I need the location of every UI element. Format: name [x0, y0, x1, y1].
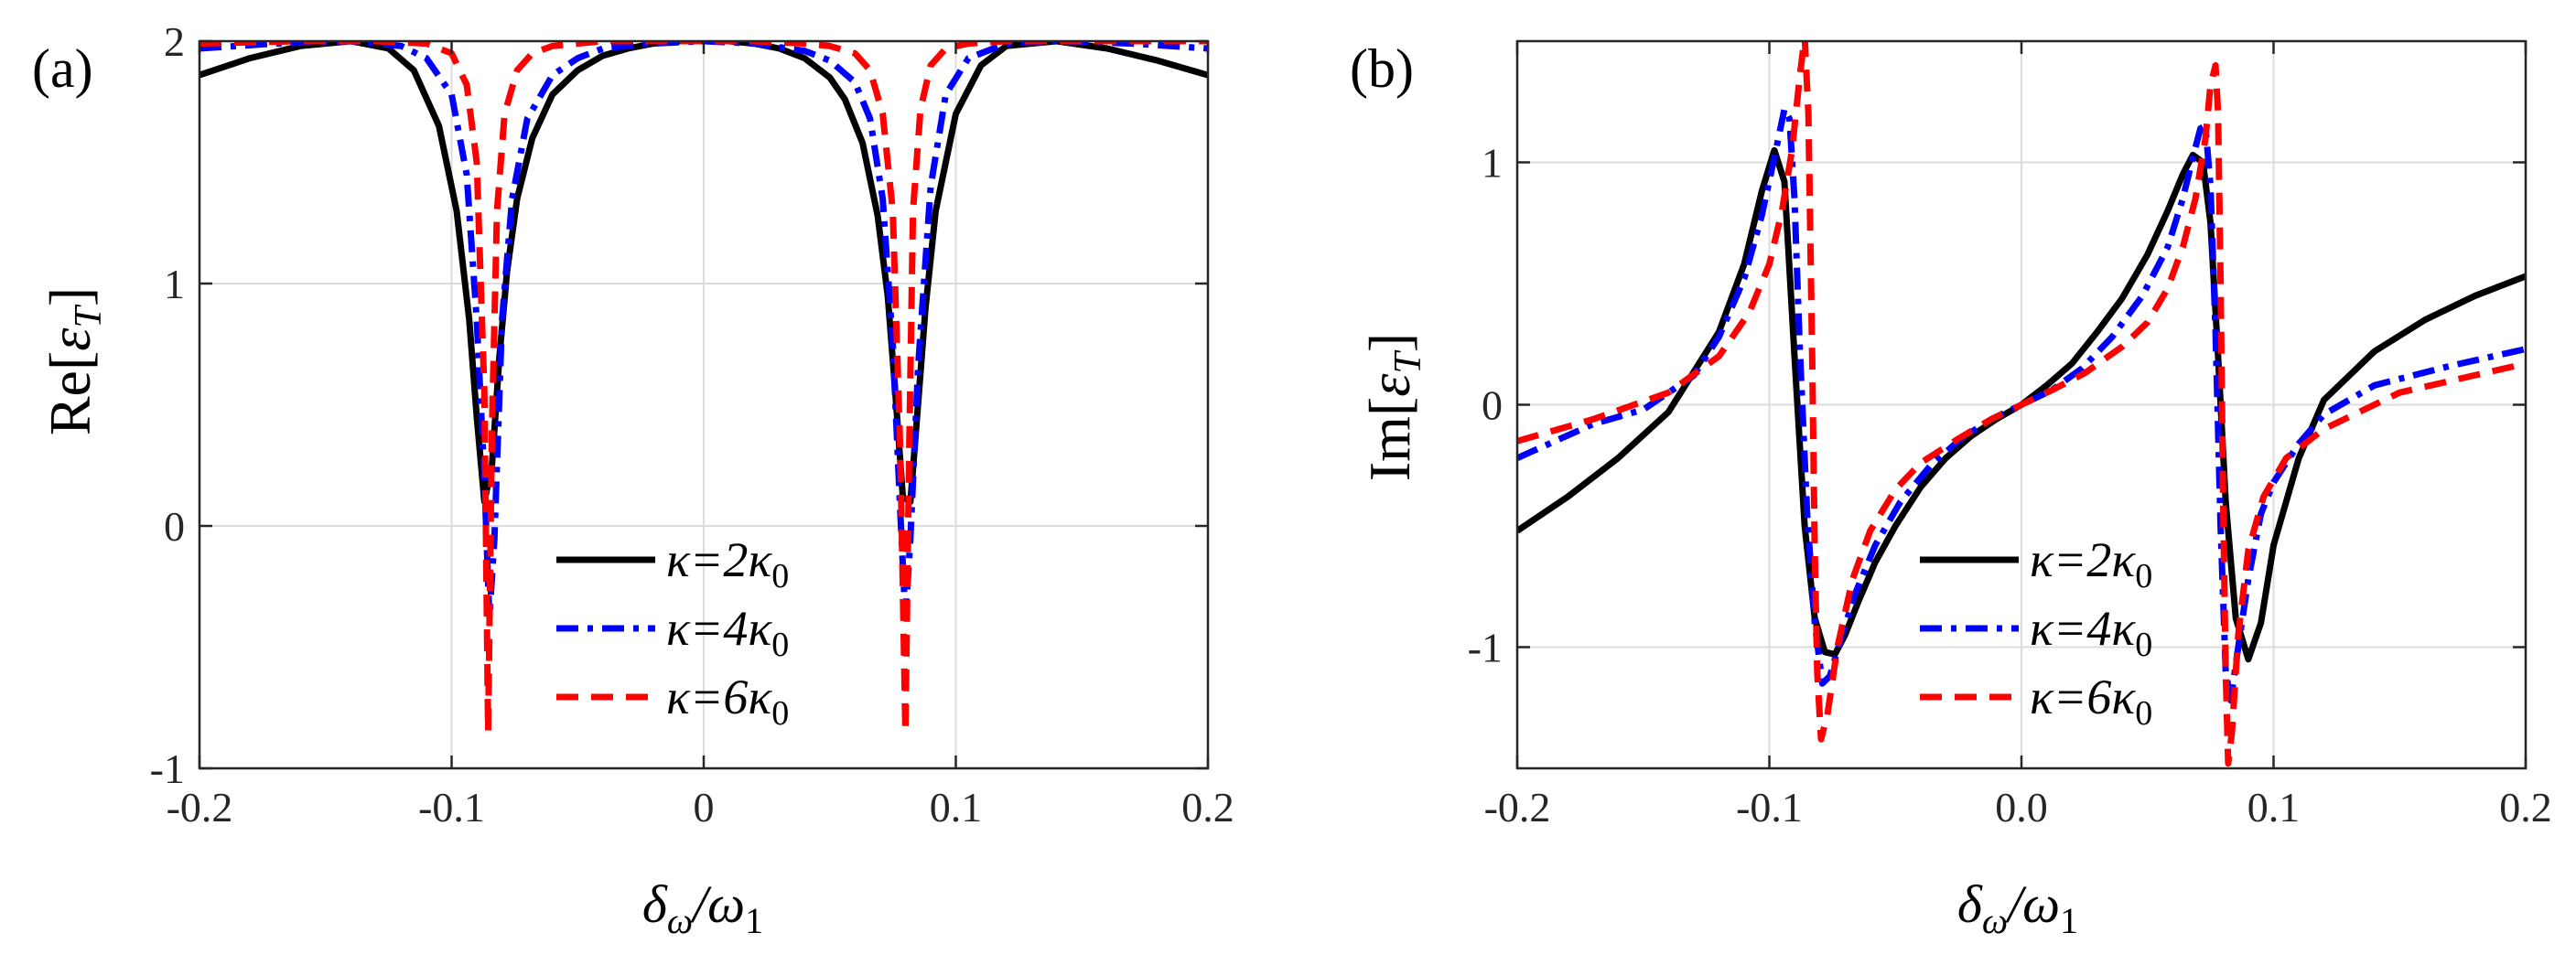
series-line-3 — [1517, 41, 2526, 767]
legend-label-3: κ=6κ0 — [2030, 670, 2152, 733]
y-tick-label: 0 — [164, 503, 185, 550]
x-tick-label: -0.2 — [167, 784, 233, 831]
x-label-slash-b: /ω — [2005, 874, 2060, 934]
series-line-3 — [199, 41, 1208, 735]
panel-label-b: (b) — [1350, 38, 1414, 99]
x-label-sub-den-a: 1 — [745, 900, 763, 941]
y-label-close-a: ] — [38, 287, 102, 306]
x-label-sub-num-b: ω — [1982, 900, 2008, 941]
panel-b: (b) Im[εT] δω/ω1 -0.2 -0.1 0.0 0.1 0.2-101κ=… — [1350, 38, 2552, 941]
y-label-symbol-a: ε — [38, 327, 102, 351]
x-tick-label: 0 — [694, 784, 715, 831]
x-tick-label: -0.1 — [1736, 784, 1803, 831]
legend-label-2: κ=4κ0 — [666, 601, 789, 664]
y-tick-label: 1 — [164, 261, 185, 307]
y-tick-label: 1 — [1482, 140, 1503, 187]
x-axis-label-b: δω/ω1 — [1957, 874, 2078, 941]
y-axis-label-b: Im[εT] — [1357, 333, 1429, 481]
y-label-close-b: ] — [1357, 333, 1422, 352]
panel-label-a: (a) — [32, 38, 93, 99]
y-tick-label: -1 — [150, 745, 185, 792]
panel-a: (a) Re[εT] δω/ω1 -0.2 -0.1 0 0.1 0.2-1012κ=2… — [32, 18, 1234, 941]
y-tick-label: -1 — [1468, 625, 1503, 671]
legend-label-1: κ=2κ0 — [666, 532, 789, 595]
y-label-main-b: Im[ — [1357, 397, 1422, 481]
y-tick-label: 0 — [1482, 382, 1503, 429]
x-tick-label: 0.0 — [1995, 784, 2048, 831]
x-tick-label: 0.1 — [2247, 784, 2301, 831]
series-line-1 — [199, 41, 1208, 505]
series-line-2 — [1517, 105, 2526, 704]
x-axis-label-a: δω/ω1 — [642, 874, 763, 941]
x-label-main-b: δ — [1957, 874, 1983, 934]
y-label-sub-a: T — [68, 305, 110, 328]
x-label-sub-den-b: 1 — [2060, 900, 2078, 941]
y-tick-label: 2 — [164, 18, 185, 65]
x-tick-label: 0.2 — [1181, 784, 1234, 831]
x-tick-label: -0.2 — [1484, 784, 1551, 831]
legend-label-1: κ=2κ0 — [2030, 532, 2152, 595]
y-label-sub-b: T — [1387, 350, 1429, 374]
x-tick-label: -0.1 — [418, 784, 485, 831]
legend-label-2: κ=4κ0 — [2030, 601, 2152, 664]
x-tick-label: 0.2 — [2499, 784, 2552, 831]
legend-label-3: κ=6κ0 — [666, 670, 789, 733]
x-label-main-a: δ — [642, 874, 668, 934]
x-tick-label: 0.1 — [930, 784, 983, 831]
x-label-slash-a: /ω — [690, 874, 745, 934]
series-line-2 — [199, 41, 1208, 622]
y-label-symbol-b: ε — [1357, 373, 1422, 397]
y-axis-label-a: Re[εT] — [38, 287, 110, 435]
y-label-main-a: Re[ — [38, 351, 102, 435]
x-label-sub-num-a: ω — [667, 900, 693, 941]
